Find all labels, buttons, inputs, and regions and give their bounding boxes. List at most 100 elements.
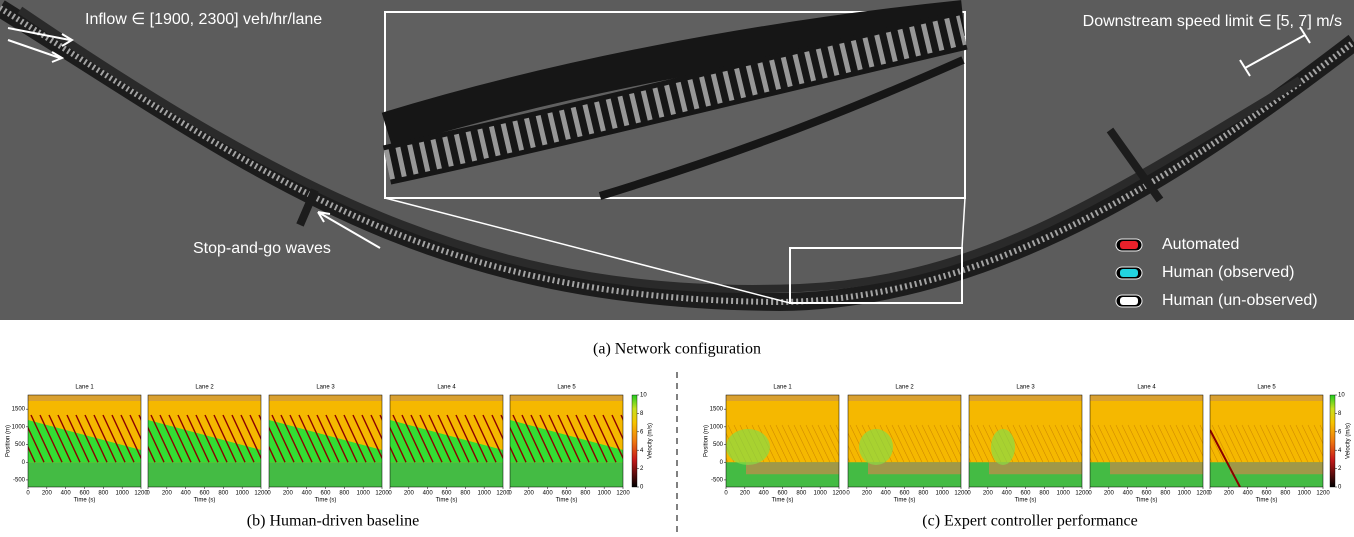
x-tick-label: 1200 [954,491,968,497]
lane-title: Lane 3 [1016,385,1035,391]
x-tick-label: 200 [524,491,535,497]
heatmap-top-band [848,395,961,401]
lane-title: Lane 3 [316,385,335,391]
heatmap-top-band [28,395,141,401]
wave-stripe [686,425,704,462]
x-tick-label: 600 [899,491,910,497]
downstream-band [868,462,961,474]
colorbar-tick-label: 4 [1338,448,1342,454]
y-tick-label: 0 [720,460,724,466]
heatmap-top-band [510,395,623,401]
free-flow-patch [991,429,1015,465]
x-axis-label: Time (s) [1136,498,1158,504]
x-tick-label: 800 [796,491,807,497]
x-tick-label: 400 [1243,491,1254,497]
x-tick-label: 200 [404,491,415,497]
lane-title: Lane 4 [437,385,456,391]
x-tick-label: 1000 [1177,491,1191,497]
x-axis-label: Time (s) [194,498,216,504]
x-tick-label: 1000 [115,491,129,497]
x-tick-label: 400 [543,491,554,497]
heatmap-downstream [510,462,623,487]
x-tick-label: 200 [1104,491,1115,497]
x-tick-label: 800 [339,491,350,497]
x-tick-label: 800 [460,491,471,497]
x-tick-label: 800 [1039,491,1050,497]
free-flow-patch [726,429,770,465]
x-tick-label: 1000 [477,491,491,497]
x-tick-label: 200 [42,491,53,497]
x-tick-label: 800 [1280,491,1291,497]
x-tick-label: 0 [26,491,30,497]
x-tick-label: 800 [98,491,109,497]
heatmap-top-band [269,395,382,401]
x-axis-label: Time (s) [74,498,96,504]
x-axis-label: Time (s) [894,498,916,504]
x-tick-label: 1000 [1297,491,1311,497]
legend-label: Automated [1162,236,1239,253]
x-axis-label: Time (s) [556,498,578,504]
x-tick-label: 1200 [375,491,389,497]
colorbar-tick-label: 4 [640,448,644,454]
x-tick-label: 1000 [813,491,827,497]
x-tick-label: 600 [1141,491,1152,497]
legend-swatch [1120,269,1138,277]
y-tick-label: 0 [22,460,26,466]
lane-title: Lane 4 [1137,385,1156,391]
x-tick-label: 1200 [616,491,630,497]
downstream-band [1110,462,1203,474]
x-tick-label: 200 [983,491,994,497]
x-axis-label: Time (s) [1256,498,1278,504]
heatmap-top-band [726,395,839,401]
x-tick-label: 1200 [1316,491,1330,497]
x-tick-label: 400 [181,491,192,497]
legend-label: Human (un-observed) [1162,292,1318,309]
heatmap-top-band [390,395,503,401]
legend-swatch [1120,297,1138,305]
x-tick-label: 400 [1123,491,1134,497]
colorbar-tick-label: 2 [640,466,644,472]
speed-limit-label: Downstream speed limit ∈ [5, 7] m/s [1083,13,1342,30]
heatmap-top-band [148,395,261,401]
x-tick-label: 1000 [935,491,949,497]
y-axis-label: Position (m) [6,425,12,457]
x-tick-label: 400 [302,491,313,497]
free-flow-patch [859,429,893,465]
caption: (b) Human-driven baseline [247,513,419,530]
x-tick-label: 800 [1160,491,1171,497]
x-tick-label: 600 [1261,491,1272,497]
x-tick-label: 400 [1002,491,1013,497]
x-tick-label: 1200 [254,491,268,497]
x-tick-label: 1000 [1056,491,1070,497]
heatmap-top-band [1090,395,1203,401]
colorbar-tick-label: 8 [640,411,644,417]
colorbar-tick-label: 6 [640,429,644,435]
x-tick-label: 600 [79,491,90,497]
x-tick-label: 0 [1088,491,1092,497]
x-tick-label: 1200 [832,491,846,497]
downstream-band [746,462,839,474]
inflow-label: Inflow ∈ [1900, 2300] veh/hr/lane [85,11,322,28]
x-tick-label: 0 [967,491,971,497]
x-tick-label: 800 [918,491,929,497]
y-tick-label: 1000 [12,424,26,430]
colorbar-tick-label: 6 [1338,429,1342,435]
x-tick-label: 200 [740,491,751,497]
x-tick-label: 0 [846,491,850,497]
x-tick-label: 600 [1020,491,1031,497]
x-tick-label: 0 [1208,491,1212,497]
colorbar-tick-label: 8 [1338,411,1342,417]
legend-swatch [1120,241,1138,249]
colorbar-label: Velocity (m/s) [648,423,654,459]
x-tick-label: 400 [61,491,72,497]
x-tick-label: 1000 [597,491,611,497]
x-tick-label: 1200 [1075,491,1089,497]
lane-title: Lane 5 [557,385,576,391]
x-axis-label: Time (s) [1015,498,1037,504]
colorbar-tick-label: 0 [640,485,644,491]
y-tick-label: -500 [711,478,724,484]
lane-title: Lane 2 [195,385,214,391]
page: Inflow ∈ [1900, 2300] veh/hr/lane Downst… [0,0,1354,537]
x-tick-label: 600 [441,491,452,497]
colorbar [1330,395,1335,487]
